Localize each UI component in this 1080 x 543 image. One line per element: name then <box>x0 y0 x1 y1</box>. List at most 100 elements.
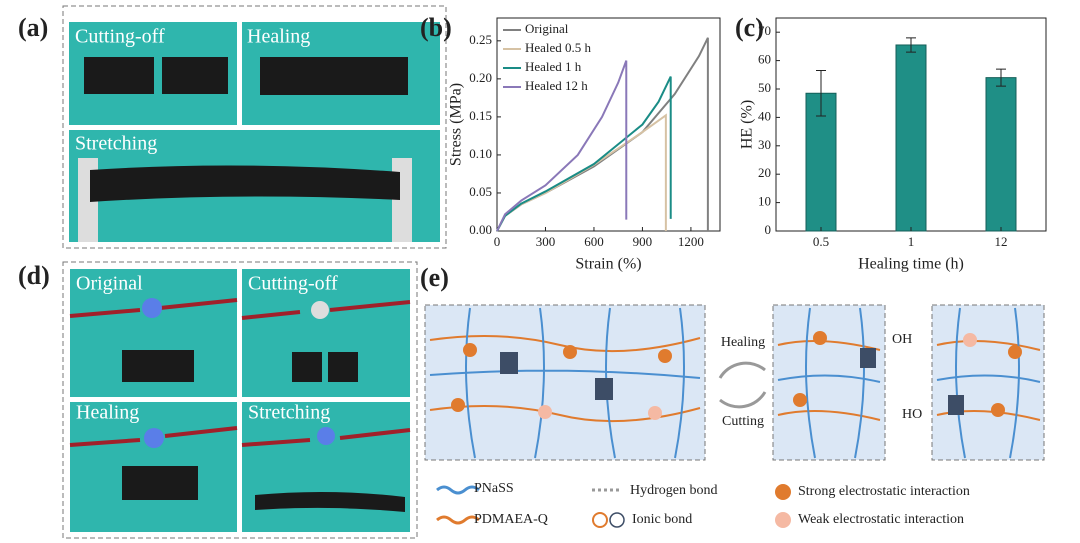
photo-label: Stretching <box>75 133 157 155</box>
error-bar <box>996 68 1006 87</box>
y-axis-label: HE (%) <box>739 100 756 149</box>
panel-label: (c) <box>735 13 764 42</box>
y-tick-label: 0.25 <box>469 32 492 47</box>
y-tick-label: 40 <box>758 108 771 123</box>
cycle-arrow <box>718 361 767 409</box>
sample <box>162 57 228 94</box>
x-tick-label: 300 <box>536 234 556 249</box>
x-tick-label: 900 <box>633 234 653 249</box>
legend-label: Healed 12 h <box>525 78 588 93</box>
legend-swatch <box>775 484 791 500</box>
photos <box>69 269 411 532</box>
crosslinker <box>595 378 613 400</box>
legend-label: Healed 0.5 h <box>525 40 592 55</box>
sample <box>328 352 358 382</box>
legend-label: Strong electrostatic interaction <box>798 484 970 499</box>
y-tick-label: 0.00 <box>469 222 492 237</box>
y-tick-label: 0.20 <box>469 70 492 85</box>
legend-swatch <box>609 512 625 528</box>
sample <box>122 466 198 500</box>
led <box>317 427 335 445</box>
legend-swatch <box>436 485 480 495</box>
y-tick-label: 70 <box>758 23 771 38</box>
crosslinker <box>860 348 876 368</box>
photo-label: Cutting-off <box>75 26 165 48</box>
plot-frame <box>496 17 721 232</box>
y-tick-label: 0 <box>765 222 772 237</box>
led <box>142 298 162 318</box>
line <box>496 60 628 232</box>
network-box <box>772 304 886 461</box>
group-label: OH <box>892 332 912 347</box>
x-tick-label: 1200 <box>678 234 704 249</box>
sample <box>90 165 400 202</box>
ion-pair <box>563 345 577 359</box>
legend-swatch <box>592 512 608 528</box>
ion-pair <box>991 403 1005 417</box>
y-tick-label: 0.10 <box>469 146 492 161</box>
panel-label: (e) <box>420 263 449 292</box>
y-tick-label: 20 <box>758 165 771 180</box>
ion-pair <box>813 331 827 345</box>
ion-pair <box>538 405 552 419</box>
legend-label: Hydrogen bond <box>630 483 718 498</box>
photo-label: Healing <box>247 26 310 48</box>
group-label: HO <box>902 407 922 422</box>
photo-label: Healing <box>76 402 139 424</box>
ion-pair <box>963 333 977 347</box>
photo <box>242 269 410 397</box>
crosslinker <box>948 395 964 415</box>
legend-label: Original <box>525 21 569 36</box>
photo-label: Cutting-off <box>248 273 338 295</box>
ion-pair <box>648 406 662 420</box>
bar <box>895 44 927 232</box>
frame <box>62 261 418 539</box>
ion-pair <box>793 393 807 407</box>
y-tick-label: 0.05 <box>469 184 492 199</box>
line <box>496 76 672 232</box>
y-tick-label: 30 <box>758 137 771 152</box>
x-axis-label: Healing time (h) <box>858 256 964 273</box>
legend-label: PNaSS <box>474 481 514 496</box>
y-tick-label: 10 <box>758 194 771 209</box>
legend-label: Healed 1 h <box>525 59 582 74</box>
x-tick-label: 0.5 <box>813 234 829 249</box>
sample <box>292 352 322 382</box>
arrow-label: Healing <box>721 335 765 350</box>
panel-label: (b) <box>420 13 452 42</box>
sample <box>260 57 408 95</box>
panel-label: (d) <box>18 261 50 290</box>
sample <box>84 57 154 94</box>
arrow-label: Cutting <box>722 414 764 429</box>
sample <box>255 491 405 512</box>
error-bar <box>816 70 826 117</box>
y-tick-label: 50 <box>758 80 771 95</box>
ion-pair <box>1008 345 1022 359</box>
x-tick-label: 1 <box>908 234 915 249</box>
network-box <box>931 304 1045 461</box>
legend-label: Ionic bond <box>632 512 692 527</box>
sample <box>122 350 194 382</box>
legend-swatch <box>436 515 480 525</box>
wire <box>69 298 411 447</box>
line <box>496 113 667 232</box>
x-tick-label: 600 <box>584 234 604 249</box>
clamp <box>392 158 412 242</box>
ion-pair <box>658 349 672 363</box>
legend-label: Weak electrostatic interaction <box>798 512 964 527</box>
photo-label: Stretching <box>248 402 330 424</box>
y-axis-label: Stress (MPa) <box>448 83 465 166</box>
photo <box>242 402 410 532</box>
bar <box>985 77 1017 232</box>
ion-pair <box>463 343 477 357</box>
error-bar <box>906 37 916 53</box>
panel-label: (a) <box>18 13 48 42</box>
x-tick-label: 12 <box>995 234 1008 249</box>
legend-label: PDMAEA-Q <box>474 512 548 527</box>
x-axis-label: Strain (%) <box>575 256 641 273</box>
photo-label: Original <box>76 273 143 295</box>
led <box>144 428 164 448</box>
y-tick-label: 60 <box>758 52 771 67</box>
y-tick-label: 0.15 <box>469 108 492 123</box>
